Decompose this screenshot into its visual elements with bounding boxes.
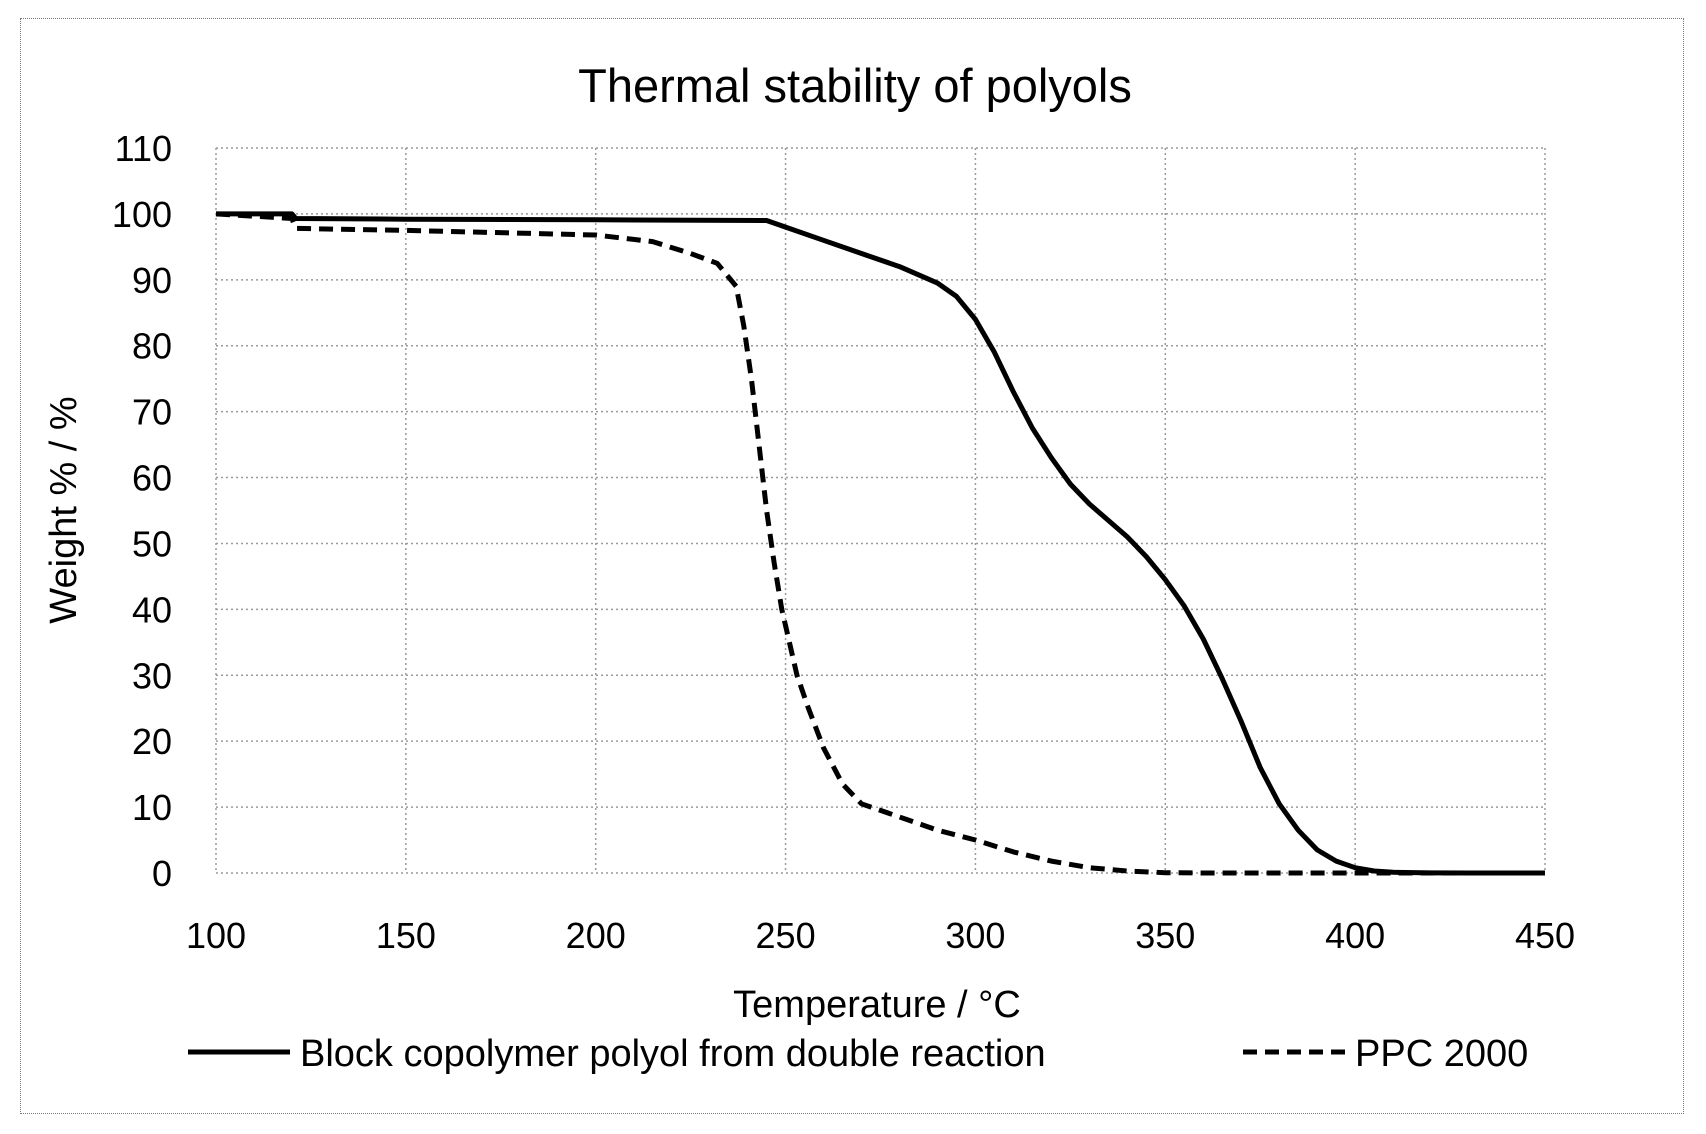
y-tick-label: 30 <box>132 655 172 696</box>
x-tick-label: 100 <box>186 915 246 956</box>
y-tick-label: 80 <box>132 326 172 367</box>
y-tick-label: 40 <box>132 589 172 630</box>
series-layer <box>215 211 1545 876</box>
x-axis-label: Temperature / °C <box>733 984 1021 1026</box>
y-tick-label: 10 <box>132 787 172 828</box>
y-tick-label: 70 <box>132 392 172 433</box>
y-axis-ticks: 0 10 20 30 40 50 60 70 80 90 100 110 <box>112 128 172 894</box>
x-axis-ticks: 100 150 200 250 300 350 400 450 <box>186 915 1575 956</box>
y-tick-label: 110 <box>115 128 172 169</box>
legend-label-ppc-2000: PPC 2000 <box>1355 1033 1528 1075</box>
y-tick-label: 60 <box>132 458 172 499</box>
y-tick-label: 90 <box>132 260 172 301</box>
x-tick-label: 400 <box>1325 915 1385 956</box>
chart-title: Thermal stability of polyols <box>578 59 1132 112</box>
x-tick-label: 450 <box>1515 915 1575 956</box>
series-line-ppc-2000 <box>215 211 1545 876</box>
x-tick-label: 250 <box>756 915 816 956</box>
y-tick-label: 0 <box>152 853 172 894</box>
y-tick-label: 20 <box>132 721 172 762</box>
x-tick-label: 300 <box>945 915 1005 956</box>
y-tick-label: 50 <box>132 523 172 564</box>
series-line-block-copolymer <box>216 211 1545 876</box>
legend-label-block-copolymer: Block copolymer polyol from double react… <box>300 1033 1046 1075</box>
y-axis-label: Weight % / % <box>43 396 85 623</box>
legend: Block copolymer polyol from double react… <box>188 1033 1528 1075</box>
y-tick-label: 100 <box>112 194 172 235</box>
x-tick-label: 200 <box>566 915 626 956</box>
x-tick-label: 150 <box>376 915 436 956</box>
x-tick-label: 350 <box>1135 915 1195 956</box>
grid <box>215 147 1546 874</box>
chart-frame <box>20 18 1684 1114</box>
